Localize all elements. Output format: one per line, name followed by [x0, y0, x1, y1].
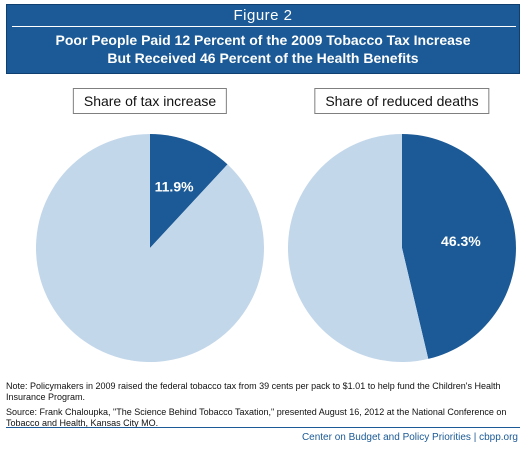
figure-header: Figure 2 Poor People Paid 12 Percent of …	[6, 4, 520, 74]
chart-title-line-2: But Received 46 Percent of the Health Be…	[107, 50, 419, 66]
credit-text: Center on Budget and Policy Priorities |…	[301, 432, 518, 443]
notes: Note: Policymakers in 2009 raised the fe…	[6, 381, 520, 433]
pie-slice-reduced-deaths-0	[402, 134, 516, 359]
header-divider	[12, 26, 516, 27]
pie-title-reduced-deaths: Share of reduced deaths	[314, 88, 490, 114]
figure-label: Figure 2	[233, 7, 293, 24]
pie-slice-reduced-deaths-1	[287, 134, 429, 362]
pie-slice-tax-increase-0	[150, 134, 228, 248]
pie-slice-tax-increase-1	[35, 133, 264, 362]
chart-title-line-1: Poor People Paid 12 Percent of the 2009 …	[55, 32, 471, 48]
pie-charts: 11.9% 46.3%	[35, 133, 516, 362]
chart-panel: 11.9% 46.3% Share of tax increase Share o…	[6, 78, 520, 370]
source-text: Source: Frank Chaloupka, "The Science Be…	[6, 407, 507, 428]
slice-label-reduced-deaths: 46.3%	[441, 233, 481, 249]
pie-title-tax-increase: Share of tax increase	[72, 88, 228, 114]
slice-label-tax-increase: 11.9%	[155, 178, 194, 194]
chart-title: Poor People Paid 12 Percent of the 2009 …	[7, 31, 519, 67]
note-text: Note: Policymakers in 2009 raised the fe…	[6, 381, 501, 402]
footer-divider	[6, 427, 520, 428]
